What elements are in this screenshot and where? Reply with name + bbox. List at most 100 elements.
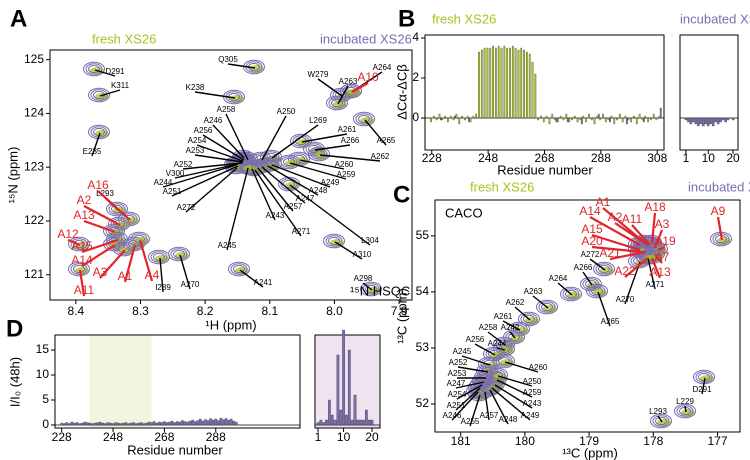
bar <box>579 117 582 121</box>
contour-incubated <box>495 355 513 367</box>
peak-label: A11 <box>622 212 643 226</box>
bar <box>333 419 337 426</box>
bar <box>495 47 497 119</box>
peak-label: A251 <box>163 187 182 196</box>
bar <box>449 115 452 119</box>
bar <box>461 115 463 119</box>
leader-line <box>624 261 641 305</box>
bar <box>458 117 461 125</box>
bar <box>186 421 189 426</box>
legend-label: fresh XS26 <box>92 31 156 46</box>
bar <box>526 51 528 119</box>
plot-frame <box>54 334 301 429</box>
leader-line <box>123 244 137 283</box>
y-axis-label: ¹⁵N (ppm) <box>5 147 20 204</box>
leader-line <box>509 331 516 339</box>
bar <box>721 117 725 121</box>
bar <box>554 117 556 121</box>
peak-label: A259 <box>337 170 356 179</box>
contour-incubated <box>88 124 110 140</box>
bar <box>714 117 717 123</box>
contour-incubated <box>652 415 670 427</box>
bar <box>454 115 456 119</box>
contour-incubated <box>328 236 340 246</box>
bar <box>702 117 705 127</box>
contour-incubated <box>365 284 377 294</box>
leader-line <box>261 166 306 204</box>
peak-label: A21 <box>599 246 621 260</box>
leader-line <box>138 239 154 282</box>
bar <box>619 113 621 119</box>
bar <box>616 117 618 121</box>
bar <box>562 117 565 121</box>
contour-incubated <box>325 235 343 247</box>
peak-label: A265 <box>377 136 396 145</box>
contour-incubated <box>230 263 248 275</box>
peak-label: A260 <box>335 160 354 169</box>
bar <box>697 117 700 127</box>
leader-line <box>654 254 663 264</box>
leader-line <box>99 249 126 279</box>
peak-label: A251 <box>447 401 466 410</box>
bar <box>145 422 148 426</box>
peak-label: A245 <box>218 241 237 250</box>
leader-line <box>496 347 506 351</box>
bar <box>364 409 368 426</box>
contour-incubated <box>565 289 577 299</box>
bar <box>362 419 365 426</box>
contour-incubated <box>223 89 245 105</box>
annotation: CACO <box>445 205 483 220</box>
y-tick-label: 123 <box>24 159 44 173</box>
leader-line <box>653 229 664 249</box>
leader-line <box>289 162 347 180</box>
leader-line <box>701 377 706 395</box>
peak-label: A261 <box>494 312 513 321</box>
leader-line <box>99 89 121 97</box>
x-tick-label: 228 <box>52 430 72 444</box>
contour-incubated <box>88 87 110 103</box>
x-axis-label: ¹H (ppm) <box>205 317 256 332</box>
peak-label: A252 <box>449 358 468 367</box>
bar <box>548 117 551 125</box>
contour-incubated <box>85 63 103 75</box>
contour-incubated <box>170 248 188 260</box>
peak-label: A246 <box>443 411 462 420</box>
peak-label: A13 <box>649 265 671 279</box>
leader-line <box>182 162 243 170</box>
bar <box>163 421 166 426</box>
leader-line <box>271 164 331 188</box>
peak-label: A265 <box>601 317 620 326</box>
bar <box>472 115 475 119</box>
bar <box>98 421 102 426</box>
x-tick-label: 248 <box>478 151 498 165</box>
peak-label: A22 <box>614 264 636 278</box>
peak-label: A253 <box>186 146 205 155</box>
bar <box>597 113 600 119</box>
bar <box>652 113 655 119</box>
bar <box>91 423 94 426</box>
x-tick-label: 179 <box>579 434 599 448</box>
bar <box>455 113 458 119</box>
peak-label: V300 <box>166 169 185 178</box>
bar <box>104 423 107 426</box>
contour-incubated <box>536 299 558 315</box>
bar <box>158 421 161 426</box>
leader-line <box>532 295 549 309</box>
legend-label: fresh XS26 <box>470 179 534 194</box>
bar <box>188 420 192 426</box>
bar <box>692 117 695 123</box>
bar <box>576 117 579 123</box>
peak-label: A253 <box>448 369 467 378</box>
bar <box>359 419 363 426</box>
bar <box>580 117 583 125</box>
contour-incubated <box>111 204 123 214</box>
contour-incubated <box>353 111 375 127</box>
x-tick-label: 288 <box>206 430 226 444</box>
peak-label: Q305 <box>218 55 238 64</box>
peak-label: A244 <box>488 339 507 348</box>
peak-label: A257 <box>480 411 499 420</box>
contour-incubated <box>153 252 165 262</box>
peak-label: A243 <box>266 211 285 220</box>
bar <box>588 113 590 119</box>
bar <box>367 419 371 426</box>
